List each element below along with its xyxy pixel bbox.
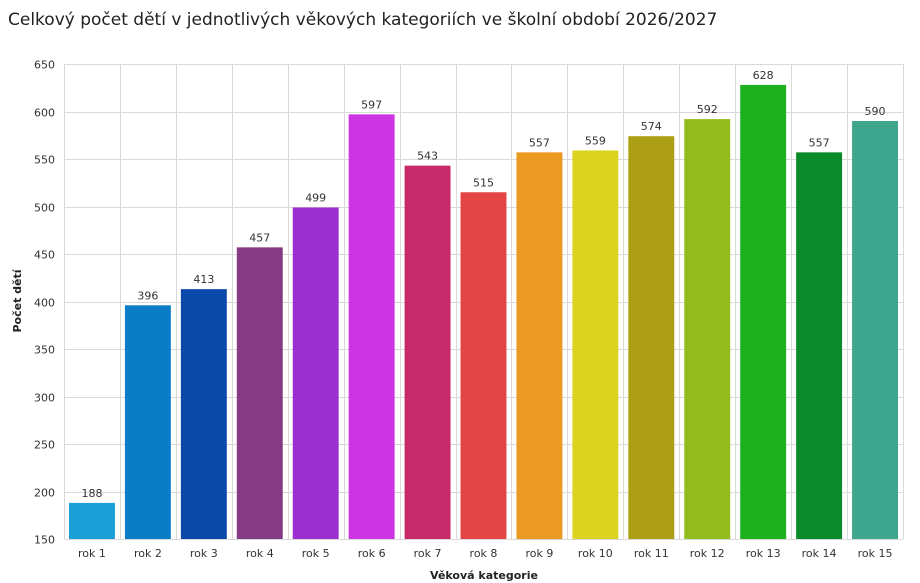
data-label: 557 bbox=[529, 136, 550, 149]
y-tick-label: 150 bbox=[34, 534, 55, 547]
bar[interactable] bbox=[460, 192, 507, 539]
y-tick-label: 350 bbox=[34, 344, 55, 357]
data-label: 499 bbox=[305, 191, 326, 204]
data-label: 557 bbox=[809, 136, 830, 149]
bar[interactable] bbox=[684, 119, 731, 539]
x-axis-title: Věková kategorie bbox=[430, 569, 538, 582]
x-tick-label: rok 15 bbox=[858, 547, 893, 560]
x-tick-label: rok 10 bbox=[578, 547, 613, 560]
data-label: 590 bbox=[865, 105, 886, 118]
x-tick-label: rok 2 bbox=[134, 547, 162, 560]
x-tick-label: rok 3 bbox=[190, 547, 218, 560]
data-label: 515 bbox=[473, 176, 494, 189]
bar[interactable] bbox=[124, 305, 171, 539]
bar-layer bbox=[69, 84, 898, 540]
x-tick-label: rok 5 bbox=[302, 547, 330, 560]
x-tick-label: rok 9 bbox=[525, 547, 553, 560]
data-label: 628 bbox=[753, 69, 774, 82]
data-label: 457 bbox=[249, 231, 270, 244]
bar[interactable] bbox=[292, 207, 339, 539]
bar[interactable] bbox=[796, 152, 843, 539]
x-tick-label: rok 6 bbox=[358, 547, 386, 560]
x-tick-label: rok 8 bbox=[470, 547, 498, 560]
data-label: 559 bbox=[585, 134, 606, 147]
data-label: 597 bbox=[361, 98, 382, 111]
x-tick-label: rok 7 bbox=[414, 547, 442, 560]
bar[interactable] bbox=[180, 289, 227, 539]
data-label: 574 bbox=[641, 120, 662, 133]
x-tick-label: rok 1 bbox=[78, 547, 106, 560]
x-tick-label: rok 12 bbox=[690, 547, 725, 560]
y-tick-label: 400 bbox=[34, 297, 55, 310]
data-label: 543 bbox=[417, 150, 438, 163]
bar[interactable] bbox=[348, 114, 395, 539]
y-tick-label: 200 bbox=[34, 487, 55, 500]
y-tick-label: 600 bbox=[34, 107, 55, 120]
y-tick-label: 550 bbox=[34, 154, 55, 167]
y-tick-label: 300 bbox=[34, 392, 55, 405]
label-layer: 150 200 250 300 350 400 450 500 550 600 650 188 rok … bbox=[34, 59, 892, 561]
y-tick-label: 650 bbox=[34, 59, 55, 72]
bar[interactable] bbox=[852, 121, 898, 539]
y-tick-label: 500 bbox=[34, 202, 55, 215]
bar[interactable] bbox=[236, 247, 283, 539]
x-tick-label: rok 4 bbox=[246, 547, 274, 560]
data-label: 592 bbox=[697, 103, 718, 116]
data-label: 188 bbox=[81, 487, 102, 500]
bar[interactable] bbox=[740, 84, 787, 540]
x-tick-label: rok 13 bbox=[746, 547, 781, 560]
bar[interactable] bbox=[516, 152, 563, 539]
bar[interactable] bbox=[404, 165, 451, 539]
data-label: 413 bbox=[193, 273, 214, 286]
y-tick-label: 250 bbox=[34, 439, 55, 452]
x-tick-label: rok 14 bbox=[802, 547, 837, 560]
chart-title: Celkový počet dětí v jednotlivých věkový… bbox=[8, 10, 718, 30]
bar[interactable] bbox=[628, 136, 675, 539]
bar[interactable] bbox=[69, 502, 115, 539]
y-tick-label: 450 bbox=[34, 249, 55, 262]
data-label: 396 bbox=[137, 289, 158, 302]
bar[interactable] bbox=[572, 150, 619, 539]
y-axis-title: Počet dětí bbox=[11, 268, 24, 332]
x-tick-label: rok 11 bbox=[634, 547, 669, 560]
